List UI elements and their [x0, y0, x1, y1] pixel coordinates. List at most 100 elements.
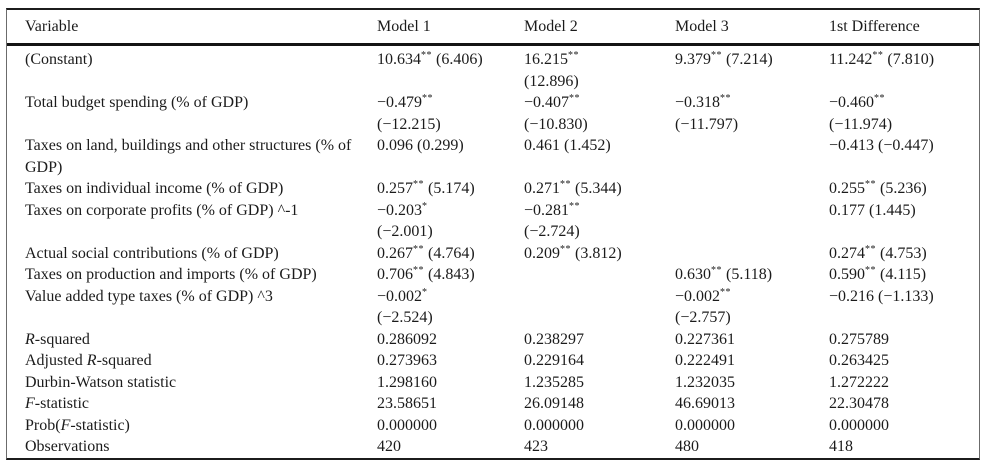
- row-label: Actual social contributions (% of GDP): [25, 244, 279, 262]
- coefficient-value: 22.30478: [829, 395, 889, 412]
- table-body: (Constant) 10.634** (6.406) 16.215** (12.89…: [7, 45, 979, 458]
- coefficient-value: 46.69013: [675, 395, 735, 412]
- coefficient-value: 418: [829, 438, 853, 455]
- coefficient-value: 0.177: [829, 201, 865, 219]
- significance-stars: **: [720, 286, 732, 298]
- table-row: Prob(F-statistic) 0.000000 0.000000 0.00000…: [7, 415, 979, 437]
- column-header-variable: Variable: [7, 10, 377, 46]
- column-header-model-2: Model 2: [524, 10, 675, 46]
- coefficient-value: 0.274: [829, 244, 865, 262]
- coefficient-value: 480: [675, 438, 699, 455]
- coefficient-value: 1.235285: [524, 373, 584, 391]
- row-label: Taxes on corporate profits (% of GDP) ^-…: [25, 201, 299, 219]
- coefficient-value: −0.407: [524, 94, 570, 111]
- table-header-row: Variable Model 1 Model 2 Model 3 1st Dif…: [7, 10, 979, 46]
- coefficient-value: −0.460: [829, 94, 875, 111]
- coefficient-value: 0.000000: [675, 416, 735, 434]
- cell-model-3: 9.379** (7.214): [675, 45, 829, 93]
- cell-model-2: 26.09148: [524, 393, 675, 415]
- cell-model-1: 420: [377, 436, 524, 458]
- column-header-first-difference: 1st Difference: [829, 10, 979, 46]
- table-row: Adjusted R-squared 0.273963 0.229164 0.2224…: [7, 350, 979, 372]
- t-statistic: (4.753): [880, 244, 927, 262]
- t-statistic: (−0.447): [878, 137, 934, 154]
- cell-model-2: −0.407** (−10.830): [524, 92, 675, 135]
- cell-model-1: 23.58651: [377, 393, 524, 415]
- t-statistic: (−1.133): [878, 287, 934, 305]
- cell-model-1: 0.286092: [377, 329, 524, 351]
- row-label: Value added type taxes (% of GDP) ^3: [25, 287, 273, 305]
- cell-first-difference: 0.255** (5.236): [829, 178, 979, 200]
- cell-first-difference: 0.000000: [829, 415, 979, 437]
- coefficient-value: 26.09148: [524, 395, 584, 412]
- coefficient-value: −0.002: [377, 287, 423, 305]
- coefficient-value: −0.002: [675, 287, 721, 305]
- cell-first-difference: 0.274** (4.753): [829, 243, 979, 265]
- table-row: F-statistic 23.58651 26.09148 46.69013 22.30…: [7, 393, 979, 415]
- significance-stars: **: [569, 93, 581, 104]
- cell-first-difference: 22.30478: [829, 393, 979, 415]
- significance-stars: **: [413, 179, 424, 190]
- coefficient-value: 0.271: [524, 180, 560, 197]
- t-statistic: (1.452): [564, 137, 611, 154]
- significance-stars: **: [421, 50, 432, 61]
- cell-model-2: 0.209** (3.812): [524, 243, 675, 265]
- cell-model-1: 0.096 (0.299): [377, 135, 524, 178]
- t-statistic: (7.810): [887, 51, 935, 68]
- cell-first-difference: 0.275789: [829, 329, 979, 351]
- t-statistic: (5.236): [880, 180, 927, 197]
- column-header-model-1: Model 1: [377, 10, 524, 46]
- significance-stars: **: [872, 50, 884, 61]
- t-statistic: (−2.001): [377, 223, 433, 240]
- coefficient-value: 0.000000: [377, 416, 437, 434]
- coefficient-value: 0.286092: [377, 330, 437, 348]
- coefficient-value: 1.272222: [829, 373, 889, 391]
- cell-model-2: 0.461 (1.452): [524, 135, 675, 178]
- t-statistic: (6.406): [436, 51, 483, 68]
- t-statistic: (−2.757): [675, 309, 731, 326]
- row-label: Adjusted R-squared: [25, 352, 152, 369]
- coefficient-value: 0.461: [524, 137, 560, 154]
- cell-model-1: 0.706** (4.843): [377, 264, 524, 286]
- cell-model-3: 1.232035: [675, 372, 829, 394]
- row-label: Total budget spending (% of GDP): [25, 94, 249, 111]
- cell-model-1: −0.002* (−2.524): [377, 286, 524, 329]
- cell-model-2: 423: [524, 436, 675, 458]
- coefficient-value: 0.096: [377, 137, 413, 154]
- t-statistic: (−2.724): [524, 223, 580, 240]
- cell-model-1: 0.267** (4.764): [377, 243, 524, 265]
- table-row: (Constant) 10.634** (6.406) 16.215** (12.89…: [7, 45, 979, 93]
- coefficient-value: −0.203: [377, 201, 423, 219]
- cell-first-difference: 0.590** (4.115): [829, 264, 979, 286]
- cell-model-2: 1.235285: [524, 372, 675, 394]
- t-statistic: (4.115): [880, 266, 927, 283]
- cell-model-2: [524, 264, 675, 286]
- cell-first-difference: 0.177 (1.445): [829, 200, 979, 243]
- cell-model-1: 0.000000: [377, 415, 524, 437]
- row-label: Taxes on land, buildings and other struc…: [25, 137, 352, 176]
- regression-table: Variable Model 1 Model 2 Model 3 1st Dif…: [7, 10, 979, 458]
- coefficient-value: 0.222491: [675, 352, 735, 369]
- row-label: Prob(F-statistic): [25, 416, 130, 434]
- cell-first-difference: −0.216 (−1.133): [829, 286, 979, 329]
- cell-model-3: 480: [675, 436, 829, 458]
- significance-stars: *: [422, 200, 428, 212]
- significance-stars: **: [422, 93, 434, 104]
- coefficient-value: 0.000000: [524, 416, 584, 434]
- coefficient-value: −0.216: [829, 287, 875, 305]
- coefficient-value: 1.232035: [675, 373, 735, 391]
- row-label: Taxes on production and imports (% of GD…: [25, 266, 317, 283]
- coefficient-value: −0.479: [377, 94, 423, 111]
- t-statistic: (4.764): [428, 244, 475, 262]
- significance-stars: **: [720, 93, 732, 104]
- cell-model-1: −0.203* (−2.001): [377, 200, 524, 243]
- cell-first-difference: 1.272222: [829, 372, 979, 394]
- coefficient-value: −0.318: [675, 94, 721, 111]
- table-row: Actual social contributions (% of GDP) 0.…: [7, 243, 979, 265]
- cell-model-2: 16.215** (12.896): [524, 45, 675, 93]
- cell-first-difference: 418: [829, 436, 979, 458]
- cell-model-3: [675, 135, 829, 178]
- coefficient-value: 10.634: [377, 51, 421, 68]
- coefficient-value: −0.413: [829, 137, 875, 154]
- cell-model-1: 10.634** (6.406): [377, 45, 524, 93]
